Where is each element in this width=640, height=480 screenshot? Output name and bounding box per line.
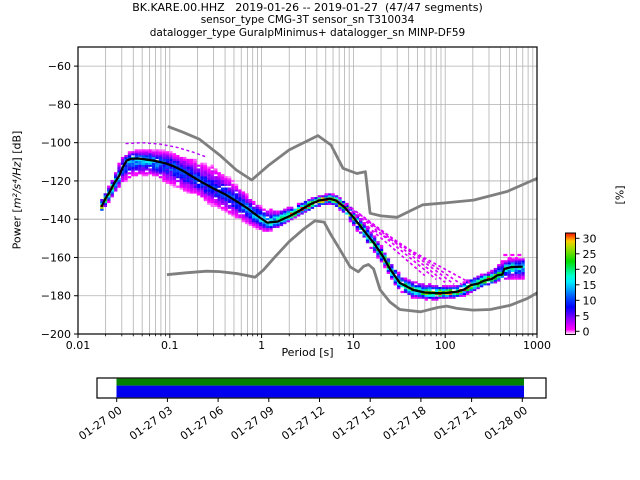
y-tick-label: −160 (41, 251, 71, 264)
mode-curve (100, 157, 523, 295)
timeline-tick-label: 01-27 03 (127, 404, 175, 443)
colorbar-tick-label: 20 (583, 263, 597, 276)
y-tick-label: −120 (41, 175, 71, 188)
low-probability-streaks (125, 141, 524, 286)
x-tick-label: 100 (435, 339, 456, 352)
timeline-tick-label: 01-27 12 (279, 404, 327, 443)
y-tick-label: −140 (41, 213, 71, 226)
timeline-tick-label: 01-28 00 (482, 404, 530, 443)
y-axis-label: Power [m²/s⁴/Hz] [dB] (10, 130, 24, 250)
axes-frame (77, 46, 538, 335)
nlnm-curve (166, 219, 537, 314)
timeline-tick-label: 01-27 21 (431, 404, 479, 443)
x-tick-label: 10 (346, 339, 360, 352)
plot-title: BK.KARE.00.HHZ 2019-01-26 -- 2019-01-27 … (132, 1, 483, 14)
x-axis-label: Period [s] (281, 346, 334, 359)
axis-tick-labels: 0.01 0.1 1 10 100 1000 −60 −80 −100 −120 −140 −160 −… (41, 60, 551, 352)
colorbar-tick-label: 15 (583, 279, 597, 292)
colorbar-label: [%] (613, 185, 627, 205)
timeline-tick-label: 01-27 15 (330, 404, 378, 443)
x-tick-label: 0.1 (161, 339, 179, 352)
y-tick-label: −200 (41, 328, 71, 341)
coverage-timeline: 01-27 00 01-27 03 01-27 06 01-27 09 01-27 12… (76, 377, 547, 443)
y-tick-label: −60 (48, 60, 71, 73)
y-tick-label: −180 (41, 290, 71, 303)
x-tick-label: 1 (258, 339, 265, 352)
y-tick-label: −80 (48, 98, 71, 111)
timeline-tick-label: 01-27 09 (229, 404, 277, 443)
colorbar-tick-label: 0 (583, 325, 590, 338)
plot-subtitle-sensor: sensor_type CMG-3T sensor_sn T310034 (200, 14, 415, 26)
nhnm-curve (167, 125, 537, 219)
timeline-tick-label: 01-27 18 (381, 404, 429, 443)
colorbar-tick-label: 30 (583, 232, 597, 245)
y-tick-label: −100 (41, 137, 71, 150)
timeline-tick-label: 01-27 06 (178, 404, 226, 443)
coverage-psd-band (116, 385, 524, 398)
colorbar-tick-label: 10 (583, 294, 597, 307)
colorbar (565, 232, 576, 335)
axis-ticks (74, 65, 538, 338)
colorbar-ticks: 30 25 20 15 10 5 0 (575, 232, 597, 338)
coverage-data-band (116, 378, 524, 386)
coverage-frame (96, 377, 547, 399)
x-tick-label: 1000 (523, 339, 551, 352)
plot-subtitle-datalogger: datalogger_type GuralpMinimus+ datalogge… (149, 27, 466, 39)
x-tick-label: 0.01 (66, 339, 91, 352)
noise-model-curves (166, 125, 537, 314)
colorbar-tick-label: 5 (583, 310, 590, 323)
histogram-cells (100, 149, 525, 301)
timeline-tick-label: 01-27 00 (76, 404, 124, 443)
colorbar-tick-label: 25 (583, 248, 597, 261)
